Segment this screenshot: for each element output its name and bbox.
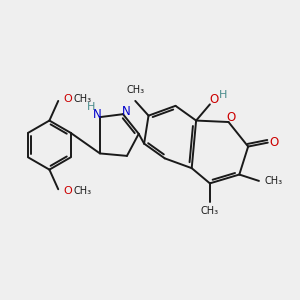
Text: CH₃: CH₃ [201, 206, 219, 216]
Text: H: H [87, 102, 95, 112]
Text: O: O [63, 94, 72, 104]
Text: N: N [122, 105, 130, 118]
Text: N: N [93, 108, 101, 121]
Text: O: O [226, 111, 236, 124]
Text: O: O [209, 93, 218, 106]
Text: CH₃: CH₃ [74, 94, 92, 104]
Text: O: O [269, 136, 278, 149]
Text: H: H [218, 89, 227, 100]
Text: O: O [63, 186, 72, 196]
Text: CH₃: CH₃ [265, 176, 283, 186]
Text: CH₃: CH₃ [74, 186, 92, 196]
Text: CH₃: CH₃ [126, 85, 144, 95]
